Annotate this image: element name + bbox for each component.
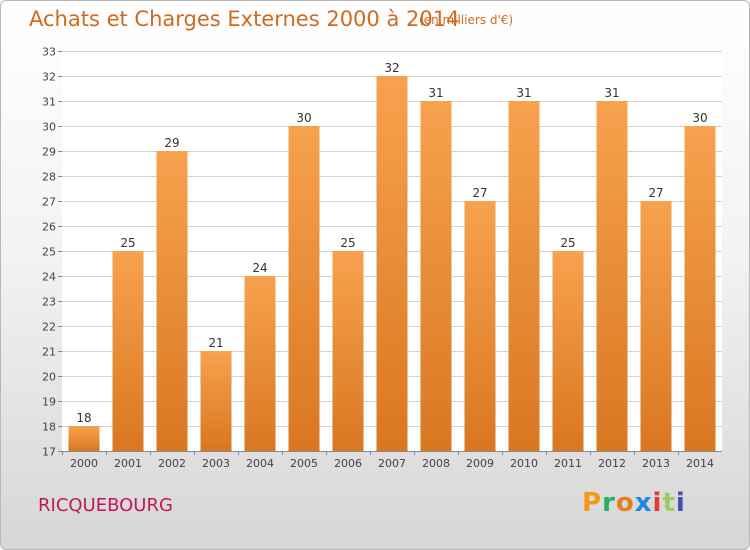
y-tick-label: 29 — [42, 146, 56, 159]
y-tick-label: 18 — [42, 421, 56, 434]
bar-2000 — [68, 426, 100, 451]
commune-name: RICQUEBOURG — [38, 495, 173, 516]
logo-letter: x — [634, 488, 653, 518]
y-tick-label: 32 — [42, 71, 56, 84]
bar-2014 — [684, 126, 716, 451]
data-label-2008: 31 — [428, 86, 443, 100]
x-tick-label-2007: 2007 — [378, 457, 406, 470]
x-tick-label-2002: 2002 — [158, 457, 186, 470]
logo-letter: P — [582, 488, 603, 518]
y-tick-label: 26 — [42, 221, 56, 234]
logo-letter: i — [675, 488, 686, 518]
data-label-2002: 29 — [164, 136, 179, 150]
proxiti-logo: Proxiti — [582, 488, 686, 518]
bar-2005 — [288, 126, 320, 451]
data-label-2001: 25 — [120, 236, 135, 250]
y-tick-label: 30 — [42, 121, 56, 134]
x-tick-label-2009: 2009 — [466, 457, 494, 470]
bar-2012 — [596, 101, 628, 451]
x-tick-label-2001: 2001 — [114, 457, 142, 470]
x-axis-ticks: 2000 2001 2002 2003 2004 2005 2006 2007 2008 2009… — [62, 451, 714, 470]
data-label-2009: 27 — [472, 186, 487, 200]
x-tick-label-2006: 2006 — [334, 457, 362, 470]
bar-2010 — [508, 101, 540, 451]
bar-2011 — [552, 251, 584, 451]
y-tick-label: 22 — [42, 321, 56, 334]
x-tick-label-2014: 2014 — [686, 457, 714, 470]
y-axis-ticks: 17 18 19 20 21 22 23 24 25 26 27 28 29 30 31 32 33 — [42, 46, 62, 459]
y-tick-label: 21 — [42, 346, 56, 359]
y-tick-label: 27 — [42, 196, 56, 209]
data-label-2014: 30 — [692, 111, 707, 125]
data-label-2012: 31 — [604, 86, 619, 100]
bar-2007 — [376, 76, 408, 451]
x-tick-label-2012: 2012 — [598, 457, 626, 470]
x-tick-label-2011: 2011 — [554, 457, 582, 470]
data-label-2007: 32 — [384, 61, 399, 75]
y-tick-label: 19 — [42, 396, 56, 409]
data-label-2013: 27 — [648, 186, 663, 200]
x-tick-label-2010: 2010 — [510, 457, 538, 470]
data-label-2006: 25 — [340, 236, 355, 250]
bar-2008 — [420, 101, 452, 451]
bar-2013 — [640, 201, 672, 451]
y-tick-label: 33 — [42, 46, 56, 59]
data-label-2004: 24 — [252, 261, 267, 275]
y-tick-label: 24 — [42, 271, 56, 284]
logo-letter: i — [652, 488, 663, 518]
data-label-2003: 21 — [208, 336, 223, 350]
data-label-2000: 18 — [76, 411, 91, 425]
x-tick-label-2004: 2004 — [246, 457, 274, 470]
y-tick-label: 17 — [42, 446, 56, 459]
logo-letter: o — [615, 488, 635, 518]
data-label-2005: 30 — [296, 111, 311, 125]
bar-2006 — [332, 251, 364, 451]
x-tick-label-2008: 2008 — [422, 457, 450, 470]
chart-subtitle: (en milliers d'€) — [419, 13, 514, 27]
bar-2009 — [464, 201, 496, 451]
logo-letter: r — [602, 488, 616, 518]
y-tick-label: 20 — [42, 371, 56, 384]
x-tick-label-2013: 2013 — [642, 457, 670, 470]
logo-letter: t — [662, 488, 676, 518]
chart-title: Achats et Charges Externes 2000 à 2014 — [29, 7, 460, 31]
x-tick-label-2003: 2003 — [202, 457, 230, 470]
bar-2004 — [244, 276, 276, 451]
y-tick-label: 25 — [42, 246, 56, 259]
y-tick-label: 28 — [42, 171, 56, 184]
y-tick-label: 23 — [42, 296, 56, 309]
x-tick-label-2000: 2000 — [70, 457, 98, 470]
data-label-2010: 31 — [516, 86, 531, 100]
data-label-2011: 25 — [560, 236, 575, 250]
bar-2002 — [156, 151, 188, 451]
y-tick-label: 31 — [42, 96, 56, 109]
x-tick-label-2005: 2005 — [290, 457, 318, 470]
bar-2001 — [112, 251, 144, 451]
bars: 18 25 29 21 24 30 25 32 31 27 31 25 31 27 30 — [68, 61, 716, 451]
bar-2003 — [200, 351, 232, 451]
